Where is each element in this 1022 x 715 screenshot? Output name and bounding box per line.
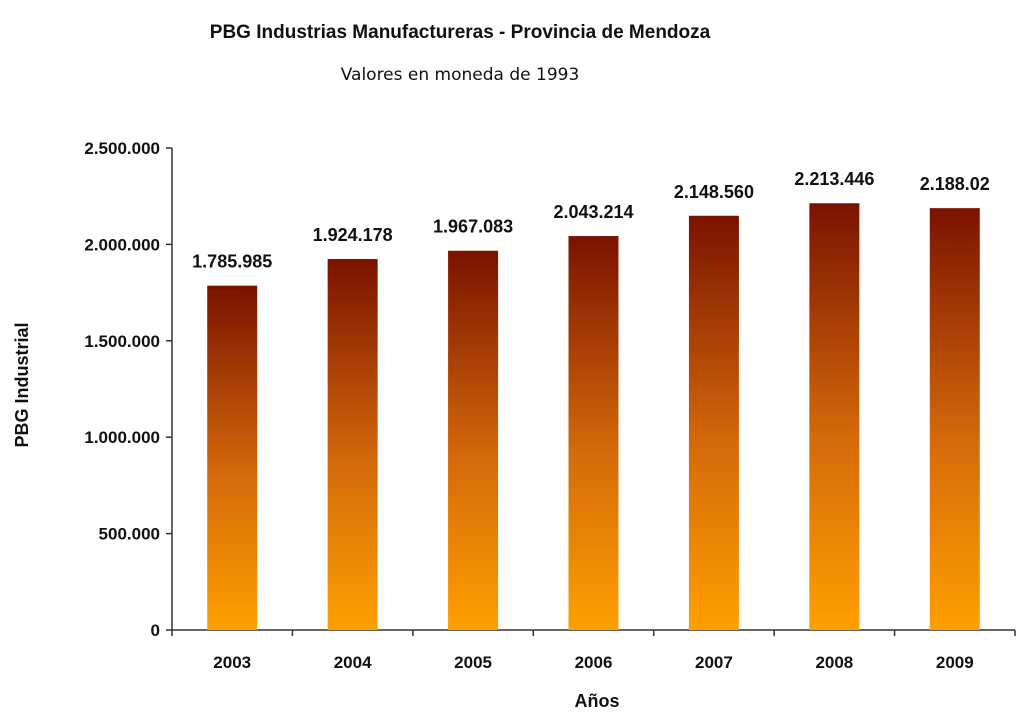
x-tick-label-2007: 2007 xyxy=(695,653,733,672)
bar-2008 xyxy=(809,203,860,630)
y-tick-label: 0 xyxy=(151,621,160,640)
x-tick-label-2004: 2004 xyxy=(334,653,372,672)
y-tick-label: 1.500.000 xyxy=(84,332,160,351)
bar-2007 xyxy=(688,215,739,630)
bar-2005 xyxy=(448,250,499,630)
data-label-2009: 2.188.02 xyxy=(920,174,990,194)
y-tick-label: 2.500.000 xyxy=(84,139,160,158)
y-tick-label: 1.000.000 xyxy=(84,428,160,447)
x-tick-label-2003: 2003 xyxy=(213,653,251,672)
x-axis-title: Años xyxy=(575,691,620,711)
data-label-2005: 1.967.083 xyxy=(433,217,513,237)
data-label-2007: 2.148.560 xyxy=(674,182,754,202)
bar-2009 xyxy=(929,208,980,630)
bar-2006 xyxy=(568,236,619,630)
data-label-2004: 1.924.178 xyxy=(313,225,393,245)
x-tick-label-2008: 2008 xyxy=(815,653,853,672)
x-tick-label-2005: 2005 xyxy=(454,653,492,672)
x-tick-label-2006: 2006 xyxy=(575,653,613,672)
bar-2003 xyxy=(207,285,258,630)
y-axis-title: PBG Industrial xyxy=(12,322,32,447)
data-label-2006: 2.043.214 xyxy=(553,202,633,222)
data-label-2003: 1.785.985 xyxy=(192,252,272,272)
x-tick-label-2009: 2009 xyxy=(936,653,974,672)
data-label-2008: 2.213.446 xyxy=(794,169,874,189)
bar-2004 xyxy=(327,259,378,630)
y-tick-label: 2.000.000 xyxy=(84,235,160,254)
chart-subtitle: Valores en moneda de 1993 xyxy=(341,65,580,85)
plot-area: 0 500.000 1.000.000 1.500.000 2.000.000 2.500… xyxy=(84,139,1016,672)
y-tick-label: 500.000 xyxy=(99,525,160,544)
chart-title: PBG Industrias Manufactureras - Provinci… xyxy=(210,22,711,43)
